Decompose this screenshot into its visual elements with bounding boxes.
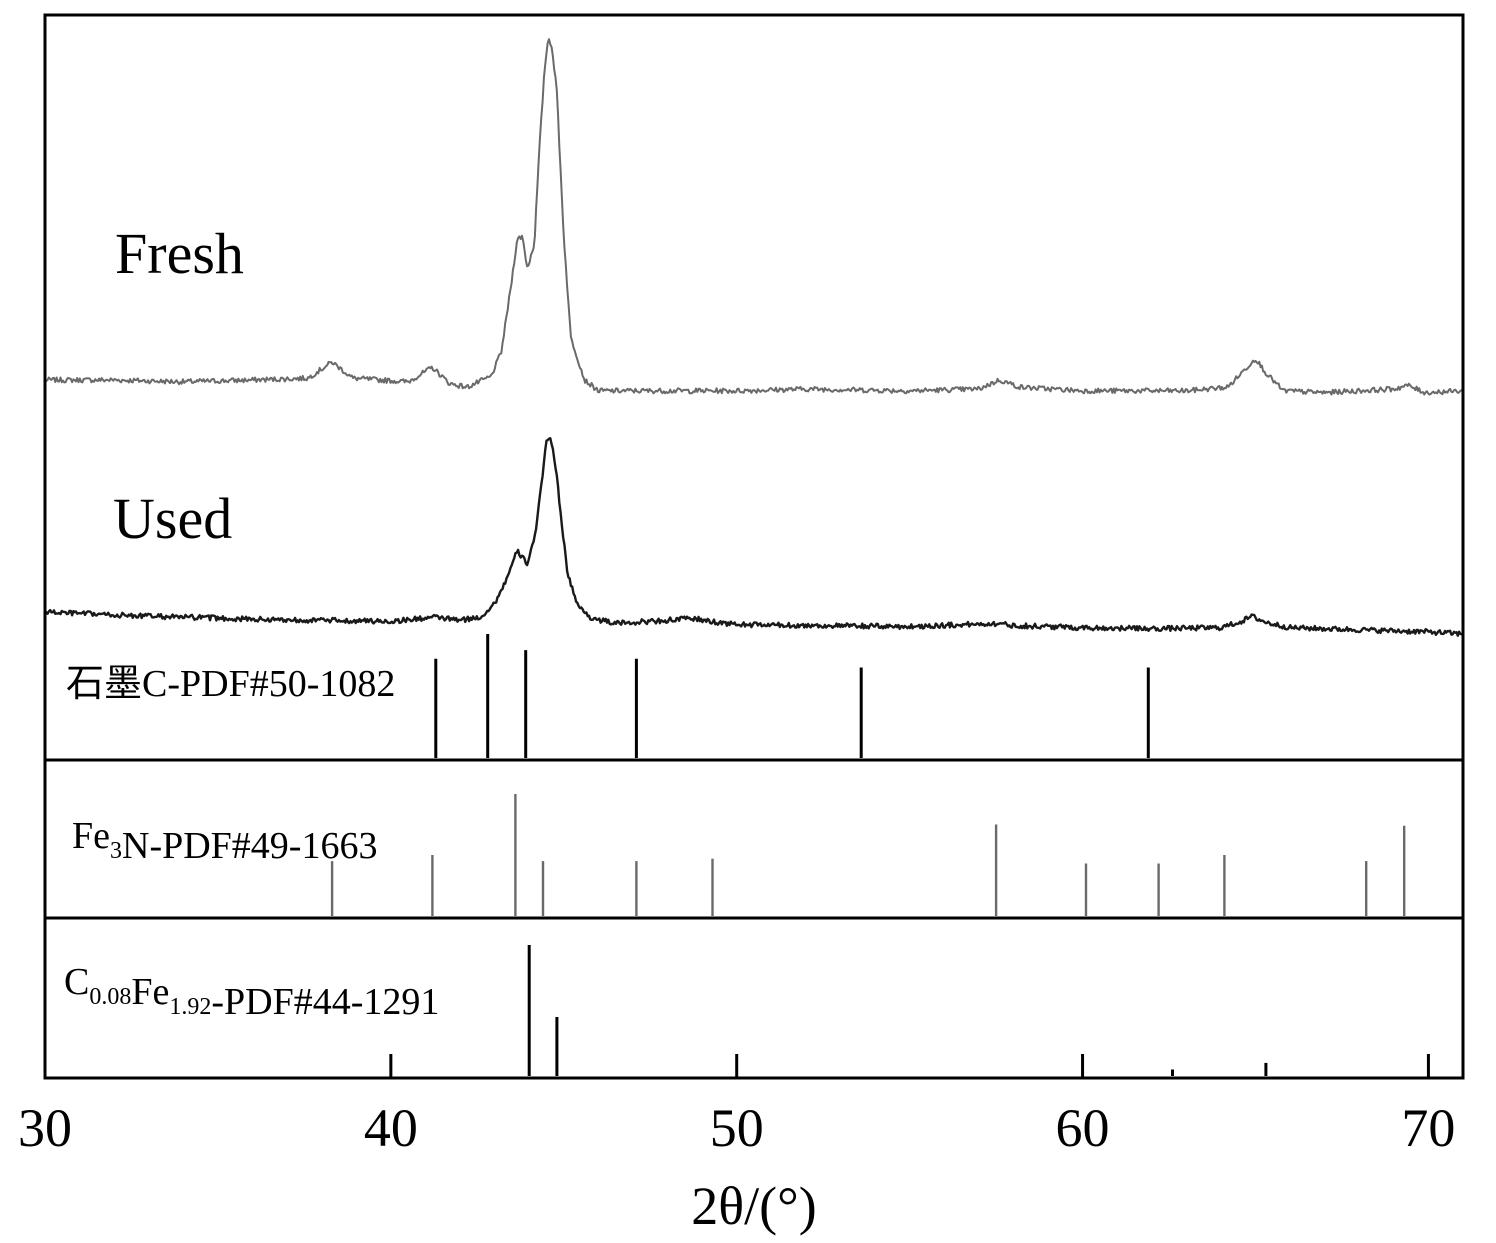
- plot-frame: [43, 13, 1465, 1080]
- reference-pattern-layer: 石墨C-PDF#50-1082 Fe3N-PDF#49-1663 C0.08Fe1.…: [64, 634, 1406, 1076]
- series-label-used: Used: [113, 486, 232, 551]
- plot-border: [43, 13, 1465, 1080]
- x-axis-label: 2θ/(°): [691, 1176, 816, 1236]
- x-tick-label: 50: [710, 1098, 764, 1158]
- reference-label-2: Fe3N-PDF#49-1663: [72, 815, 377, 867]
- trace-layer: [44, 38, 1464, 637]
- x-tick-label: 30: [18, 1098, 72, 1158]
- x-tick-label: 60: [1056, 1098, 1110, 1158]
- trace-label-layer: Fresh Used: [113, 221, 244, 551]
- series-line-used: [44, 437, 1464, 637]
- x-axis: 30 40 50 60 70: [18, 1054, 1455, 1158]
- reference-label-1: 石墨C-PDF#50-1082: [66, 663, 395, 705]
- series-line-fresh: [44, 38, 1464, 396]
- x-tick-label: 40: [364, 1098, 418, 1158]
- reference-label-3: C0.08Fe1.92-PDF#44-1291: [64, 961, 439, 1023]
- x-tick-label: 70: [1401, 1098, 1455, 1158]
- series-label-fresh: Fresh: [115, 221, 244, 286]
